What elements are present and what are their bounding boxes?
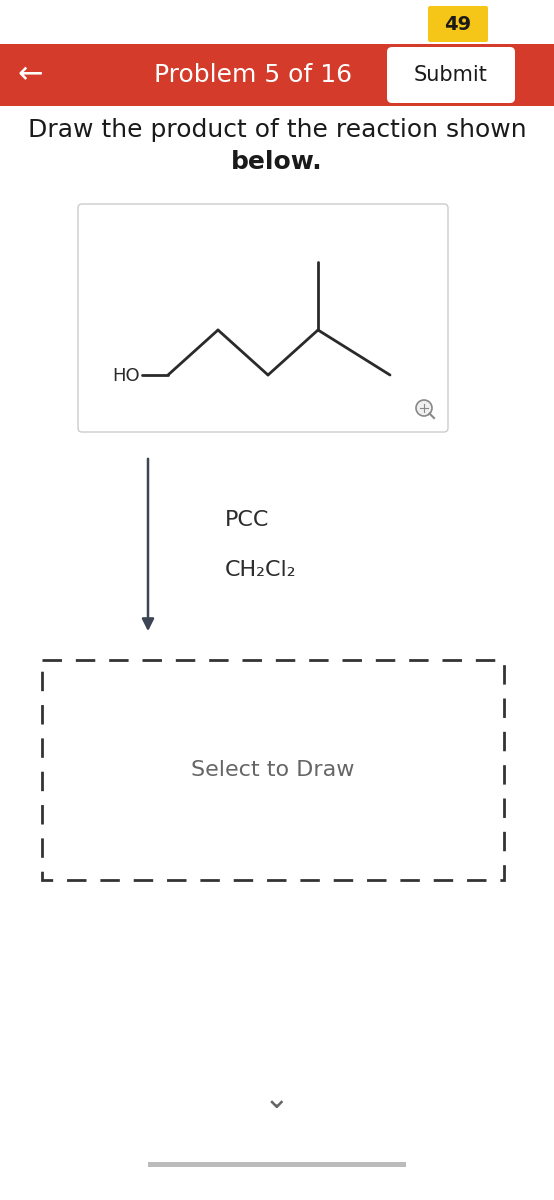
Text: ⌄: ⌄ bbox=[264, 1086, 290, 1115]
Text: Select to Draw: Select to Draw bbox=[191, 760, 355, 780]
FancyBboxPatch shape bbox=[78, 204, 448, 432]
Circle shape bbox=[416, 400, 432, 416]
Bar bbox=[42, 660, 504, 880]
Text: HO: HO bbox=[112, 367, 140, 385]
Text: 49: 49 bbox=[444, 14, 471, 34]
Text: PCC: PCC bbox=[225, 510, 269, 530]
Text: Problem 5 of 16: Problem 5 of 16 bbox=[154, 62, 352, 86]
Bar bbox=[148, 1162, 406, 1166]
Bar bbox=[0, 44, 554, 106]
Text: below.: below. bbox=[231, 150, 323, 174]
Text: Submit: Submit bbox=[414, 65, 488, 85]
Text: CH₂Cl₂: CH₂Cl₂ bbox=[225, 560, 296, 580]
FancyBboxPatch shape bbox=[387, 47, 515, 103]
Text: Draw the product of the reaction shown: Draw the product of the reaction shown bbox=[28, 118, 526, 142]
Text: ←: ← bbox=[17, 60, 43, 90]
FancyBboxPatch shape bbox=[428, 6, 488, 42]
